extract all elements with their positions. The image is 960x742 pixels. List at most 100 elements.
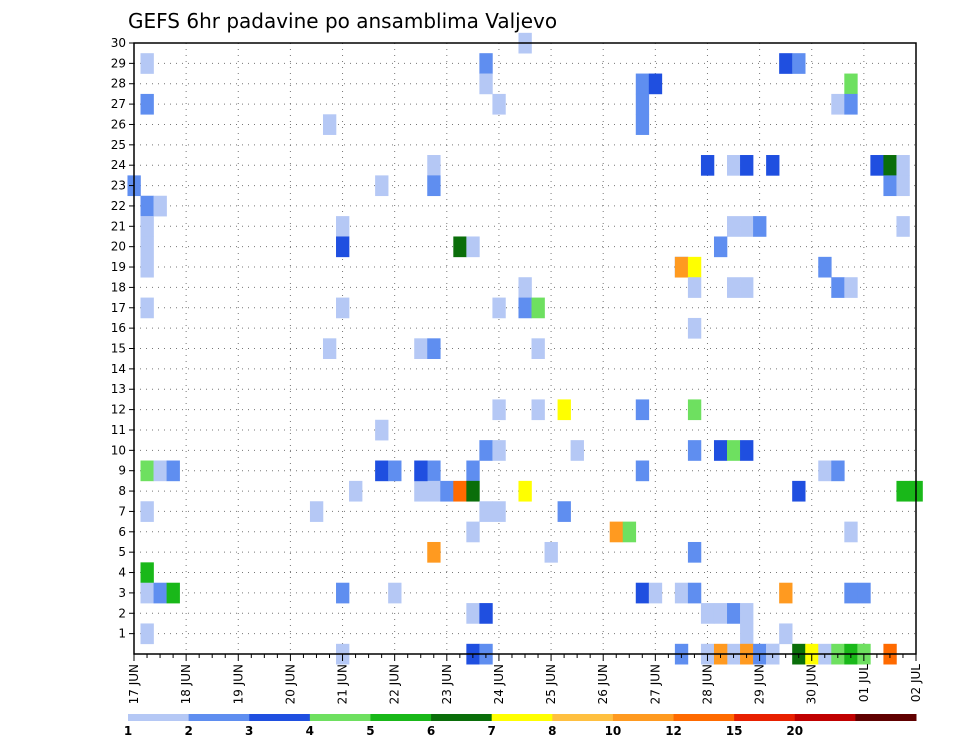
heatmap-cell [740, 603, 754, 624]
y-tick-label: 7 [118, 504, 126, 518]
x-tick-label: 17 JUN [127, 664, 141, 704]
heatmap-cell [427, 541, 441, 563]
heatmap-cell [140, 236, 154, 258]
legend-swatch [188, 714, 250, 721]
heatmap-cell [831, 277, 845, 298]
heatmap-cell [427, 175, 441, 197]
heatmap-cell [896, 155, 910, 176]
heatmap-cell [375, 175, 389, 197]
legend-swatch [128, 714, 190, 721]
y-tick-label: 25 [111, 138, 126, 152]
color-legend: 1 2 3 4 5 6 7 8 10 12 15 20 [124, 714, 917, 738]
heatmap-cell [831, 460, 845, 482]
heatmap-cell [479, 53, 493, 74]
heatmap-cell [309, 501, 324, 522]
heatmap-cell [727, 216, 741, 237]
legend-swatch [734, 714, 796, 721]
heatmap-cell [557, 501, 571, 522]
x-tick-label: 22 JUN [388, 664, 402, 704]
y-tick-label: 2 [118, 606, 126, 620]
legend-swatch [855, 714, 917, 721]
heatmap-cell [713, 236, 728, 258]
legend-label: 15 [726, 724, 743, 738]
x-tick-label: 26 JUN [596, 664, 610, 704]
heatmap-cell [466, 603, 480, 624]
heatmap-cell [687, 317, 702, 339]
x-tick-label: 20 JUN [283, 664, 297, 704]
heatmap-cell [635, 399, 650, 421]
heatmap-cell [140, 501, 154, 522]
heatmap-cell [518, 297, 532, 319]
legend-label: 1 [124, 724, 132, 738]
heatmap-cell [518, 277, 532, 298]
x-tick-label: 01 JUL [857, 664, 871, 702]
heatmap-cell [153, 460, 167, 482]
heatmap-cell [753, 216, 767, 237]
heatmap-cell [740, 155, 754, 176]
heatmap-cell [713, 603, 728, 624]
heatmap-cell [844, 521, 858, 543]
x-tick-label: 30 JUN [805, 664, 819, 704]
heatmap-cell [322, 114, 337, 135]
legend-swatch [673, 714, 735, 721]
y-tick-label: 16 [111, 321, 126, 335]
legend-swatch [491, 714, 553, 721]
heatmap-cell [466, 521, 480, 543]
heatmap-cell [466, 480, 480, 502]
x-tick-label: 19 JUN [231, 664, 245, 704]
heatmap-cell [388, 460, 402, 482]
heatmap-cell [635, 114, 650, 135]
legend-swatch [370, 714, 432, 721]
legend-label: 2 [184, 724, 192, 738]
y-tick-label: 24 [111, 158, 126, 172]
plot-grid [133, 42, 917, 654]
heatmap-cell [687, 256, 702, 278]
heatmap-cell [466, 460, 480, 482]
y-tick-label: 19 [111, 260, 126, 274]
legend-label: 7 [488, 724, 496, 738]
heatmap-cell [492, 93, 506, 115]
heatmap-cell [792, 480, 806, 502]
y-tick-label: 12 [111, 403, 126, 417]
heatmap-cell [740, 440, 754, 461]
heatmap-cell [844, 93, 858, 115]
legend-swatch [552, 714, 614, 721]
heatmap-cell [492, 297, 506, 319]
x-tick-label: 18 JUN [179, 664, 193, 704]
heatmap-cell [766, 155, 780, 176]
heatmap-cell [336, 297, 350, 319]
heatmap-cell [466, 236, 480, 258]
heatmap-cell [440, 480, 454, 502]
heatmap-cell [779, 582, 793, 604]
heatmap-cell [727, 277, 741, 298]
heatmap-cell [844, 73, 858, 95]
heatmap-cell [635, 460, 650, 482]
heatmap-cell [844, 277, 858, 298]
heatmap-cell [479, 73, 493, 95]
heatmap-cell [414, 460, 428, 482]
heatmap-cell [700, 155, 715, 176]
heatmap-cell [140, 53, 154, 74]
x-tick-label: 28 JUN [700, 664, 714, 704]
heatmap-cell [349, 480, 363, 502]
legend-swatch [794, 714, 856, 721]
legend-label: 6 [427, 724, 435, 738]
y-tick-label: 8 [118, 484, 126, 498]
heatmap-cell [140, 582, 154, 604]
heatmap-cell [687, 277, 702, 298]
heatmap-cell [713, 440, 728, 461]
legend-swatch [309, 714, 371, 721]
x-tick-label: 25 JUN [544, 664, 558, 704]
heatmap-cell [674, 256, 689, 278]
plot-cells [127, 32, 923, 665]
heatmap-cell [140, 195, 154, 217]
heatmap-cell [883, 175, 897, 197]
heatmap-cell [544, 541, 558, 563]
legend-label: 4 [306, 724, 314, 738]
heatmap-cell [818, 460, 832, 482]
heatmap-cell [140, 256, 154, 278]
y-tick-label: 27 [111, 97, 126, 111]
heatmap-cell [322, 338, 337, 359]
heatmap-cell [896, 175, 910, 197]
heatmap-cell [375, 460, 389, 482]
